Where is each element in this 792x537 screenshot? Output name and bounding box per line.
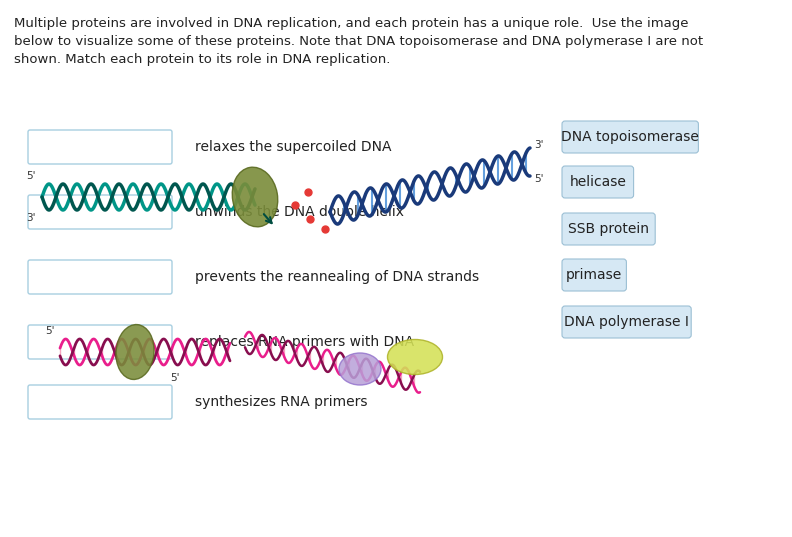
Ellipse shape <box>232 167 278 227</box>
FancyBboxPatch shape <box>28 130 172 164</box>
FancyBboxPatch shape <box>28 195 172 229</box>
FancyBboxPatch shape <box>562 259 626 291</box>
Text: relaxes the supercoiled DNA: relaxes the supercoiled DNA <box>195 140 391 154</box>
Text: Multiple proteins are involved in DNA replication, and each protein has a unique: Multiple proteins are involved in DNA re… <box>14 17 703 66</box>
Ellipse shape <box>339 353 381 385</box>
Text: 5': 5' <box>45 326 55 336</box>
Text: 5': 5' <box>26 171 36 181</box>
Text: DNA polymerase I: DNA polymerase I <box>564 315 689 329</box>
Text: primase: primase <box>566 268 623 282</box>
Text: synthesizes RNA primers: synthesizes RNA primers <box>195 395 367 409</box>
Ellipse shape <box>387 339 443 374</box>
Text: helicase: helicase <box>569 175 626 189</box>
FancyBboxPatch shape <box>562 306 691 338</box>
FancyBboxPatch shape <box>562 121 699 153</box>
Text: 3': 3' <box>534 140 543 150</box>
Text: replaces RNA primers with DNA: replaces RNA primers with DNA <box>195 335 414 349</box>
FancyBboxPatch shape <box>28 260 172 294</box>
FancyBboxPatch shape <box>28 385 172 419</box>
FancyBboxPatch shape <box>562 166 634 198</box>
Text: prevents the reannealing of DNA strands: prevents the reannealing of DNA strands <box>195 270 479 284</box>
Text: 5': 5' <box>170 373 180 383</box>
Text: DNA topoisomerase: DNA topoisomerase <box>562 130 699 144</box>
Text: 5': 5' <box>534 174 543 184</box>
Text: SSB protein: SSB protein <box>568 222 649 236</box>
Text: 3': 3' <box>26 213 36 223</box>
Ellipse shape <box>116 324 154 380</box>
FancyBboxPatch shape <box>28 325 172 359</box>
FancyBboxPatch shape <box>562 213 655 245</box>
Text: unwinds the DNA double helix: unwinds the DNA double helix <box>195 205 404 219</box>
